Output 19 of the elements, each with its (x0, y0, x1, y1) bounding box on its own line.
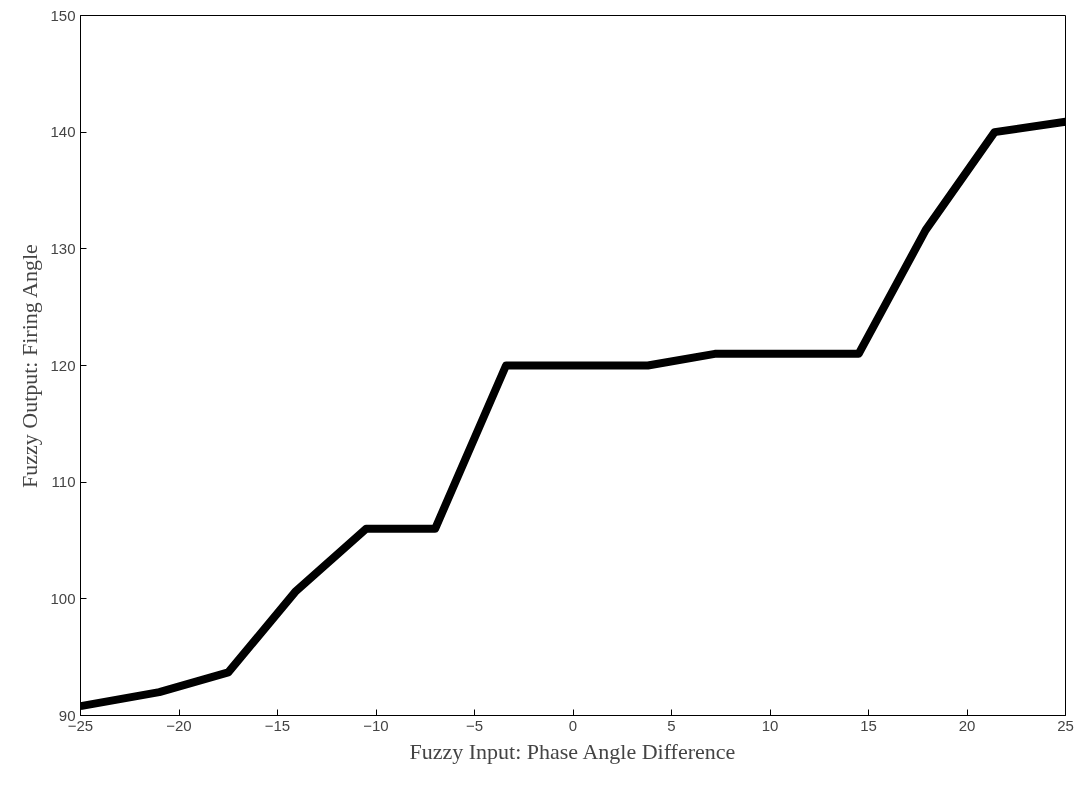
y-tick-label: 130 (50, 239, 76, 257)
x-axis-title: Fuzzy Input: Phase Angle Difference (409, 738, 736, 764)
x-tick-label: 5 (667, 716, 676, 734)
x-tick-label: 25 (1057, 716, 1074, 734)
x-tick-label: −20 (166, 716, 192, 734)
y-tick-label: 120 (50, 356, 76, 374)
x-tick-label: −10 (363, 716, 389, 734)
x-tick-label: −5 (465, 716, 484, 734)
y-tick-label: 100 (50, 589, 76, 607)
x-tick-label: 0 (568, 716, 578, 734)
x-tick-label: 15 (860, 716, 877, 734)
x-tick-label: 20 (958, 716, 976, 734)
y-tick-label: 140 (50, 123, 76, 141)
y-tick-label: 110 (51, 473, 76, 491)
y-axis-title: Fuzzy Output: Firing Angle (17, 244, 43, 489)
y-tick-label: 90 (58, 706, 76, 724)
x-tick-label: 10 (761, 716, 779, 734)
y-tick-label: 150 (50, 6, 76, 24)
x-tick-label: −15 (264, 716, 291, 734)
